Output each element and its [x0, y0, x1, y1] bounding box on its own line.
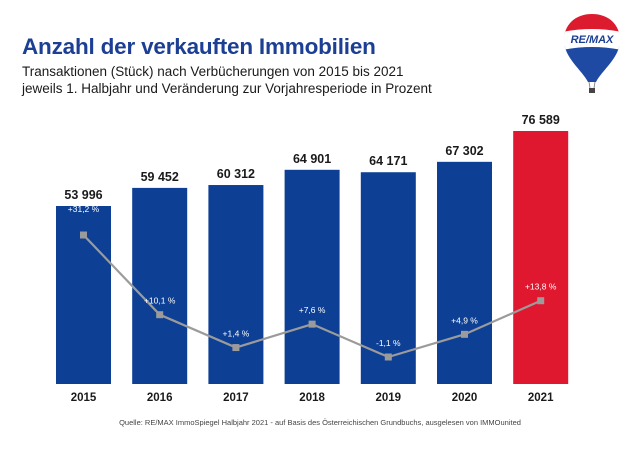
logo-text: RE/MAX: [571, 34, 614, 46]
bar-2020: [437, 161, 492, 384]
bars-group: [56, 131, 569, 384]
x-tick-label-2017: 2017: [223, 392, 249, 404]
bar-2018: [284, 169, 340, 384]
bar-2017: [208, 185, 264, 384]
bar-value-label-2019: 64 171: [369, 154, 407, 168]
x-tick-label-2020: 2020: [452, 392, 478, 404]
bar-value-label-2016: 59 452: [141, 170, 179, 184]
x-tick-label-2015: 2015: [71, 392, 97, 404]
remax-balloon-logo-icon: RE/MAX: [564, 14, 620, 93]
bar-2021: [513, 131, 569, 384]
x-tick-label-2019: 2019: [376, 392, 402, 404]
chart-title: Anzahl der verkauften Immobilien: [22, 34, 376, 59]
change-marker-2017: [232, 344, 240, 352]
change-label-2016: +10,1 %: [144, 296, 176, 306]
bar-value-label-2018: 64 901: [293, 152, 331, 166]
change-label-2021: +13,8 %: [525, 282, 557, 292]
x-tick-label-2016: 2016: [147, 392, 173, 404]
chart-subtitle-line1: Transaktionen (Stück) nach Verbücherunge…: [22, 64, 404, 79]
change-line-group: +31,2 % +10,1 % +1,4 % +7,6 % -1,1 % +4,9 % +1…: [68, 204, 557, 361]
change-marker-2016: [156, 311, 164, 319]
x-tick-label-2018: 2018: [299, 392, 325, 404]
change-marker-2021: [537, 297, 545, 305]
change-marker-2015: [80, 231, 87, 239]
bar-value-labels-group: 53 996 59 452 60 312 64 901 64 171 67 302 76 5…: [64, 113, 559, 202]
change-label-2019: -1,1 %: [376, 338, 401, 348]
bar-value-label-2021: 76 589: [522, 113, 560, 127]
source-note: Quelle: RE/MAX ImmoSpiegel Halbjahr 2021…: [119, 418, 521, 427]
change-label-2017: +1,4 %: [223, 329, 250, 339]
bar-value-label-2017: 60 312: [217, 167, 255, 181]
change-marker-2020: [461, 330, 468, 338]
change-label-2020: +4,9 %: [451, 315, 478, 325]
x-tick-label-2021: 2021: [528, 392, 554, 404]
change-label-2018: +7,6 %: [299, 305, 326, 315]
bar-value-label-2020: 67 302: [445, 144, 483, 158]
chart-subtitle-line2: jeweils 1. Halbjahr und Veränderung zur …: [22, 81, 432, 96]
bar-value-label-2015: 53 996: [64, 188, 102, 202]
change-label-2015: +31,2 %: [68, 204, 100, 214]
bar-2016: [132, 187, 188, 384]
x-axis-labels-group: 2015 2016 2017 2018 2019 2020 2021: [71, 392, 554, 404]
change-marker-2018: [308, 320, 316, 328]
change-marker-2019: [384, 353, 392, 361]
